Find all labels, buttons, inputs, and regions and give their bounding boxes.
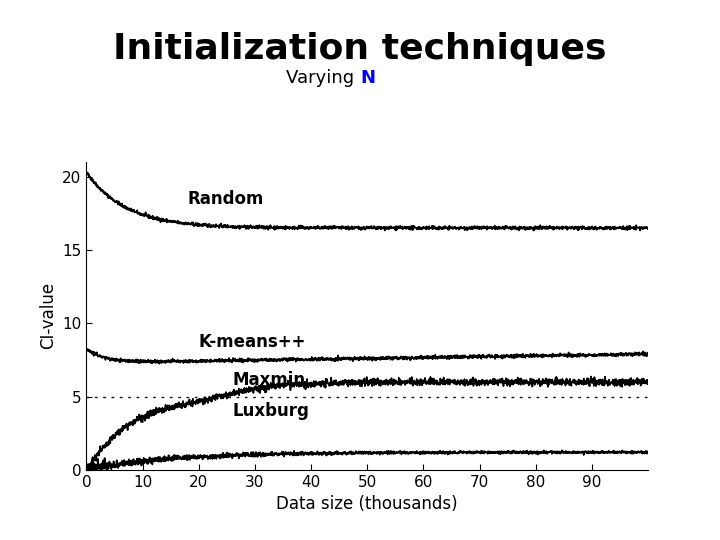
- Y-axis label: CI-value: CI-value: [39, 282, 57, 349]
- X-axis label: Data size (thousands): Data size (thousands): [276, 495, 458, 513]
- Text: N: N: [360, 69, 375, 87]
- Text: Random: Random: [187, 190, 264, 208]
- Text: Initialization techniques: Initialization techniques: [113, 32, 607, 66]
- Text: Maxmin: Maxmin: [233, 372, 305, 389]
- Text: Luxburg: Luxburg: [233, 402, 310, 420]
- Text: Varying: Varying: [286, 69, 360, 87]
- Text: K-means++: K-means++: [199, 333, 306, 352]
